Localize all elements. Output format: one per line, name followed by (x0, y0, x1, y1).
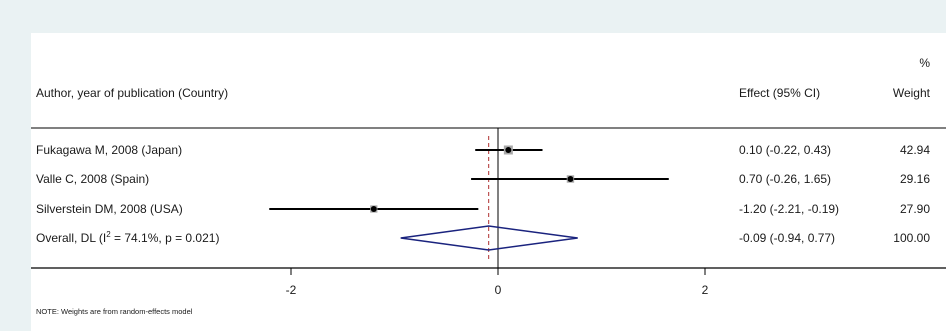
weight-text: 42.94 (900, 143, 930, 157)
study-row: Fukagawa M, 2008 (Japan) 0.10 (-0.22, 0.… (36, 143, 930, 157)
overall-label-prefix: Overall, DL (I (36, 231, 106, 245)
effect-text: -1.20 (-2.21, -0.19) (739, 202, 839, 216)
point-estimate (505, 147, 512, 153)
footnote: NOTE: Weights are from random-effects mo… (36, 307, 193, 316)
study-row: Silverstein DM, 2008 (USA) -1.20 (-2.21,… (36, 202, 930, 216)
study-label: Fukagawa M, 2008 (Japan) (36, 143, 182, 157)
header-weight-percent: % (919, 56, 930, 70)
overall-label: Overall, DL (I2 = 74.1%, p = 0.021) (36, 230, 219, 245)
x-axis-tick-label: 2 (702, 283, 709, 297)
point-estimate (567, 176, 574, 182)
effect-text: 0.10 (-0.22, 0.43) (739, 143, 831, 157)
study-label: Silverstein DM, 2008 (USA) (36, 202, 183, 216)
weight-text: 29.16 (900, 172, 930, 186)
effect-text: 0.70 (-0.26, 1.65) (739, 172, 831, 186)
overall-diamond (400, 225, 578, 251)
overall-label-superscript: 2 (106, 230, 111, 239)
point-estimate (370, 206, 377, 212)
x-axis-ticks: -2 0 2 (286, 268, 709, 297)
overall-label-suffix: = 74.1%, p = 0.021) (111, 231, 220, 245)
header-effect-column: Effect (95% CI) (739, 86, 820, 100)
overall-weight-text: 100.00 (893, 231, 930, 245)
x-axis-tick-label: 0 (495, 283, 502, 297)
overall-effect-text: -0.09 (-0.94, 0.77) (739, 231, 835, 245)
weight-text: 27.90 (900, 202, 930, 216)
overall-row: Overall, DL (I2 = 74.1%, p = 0.021) -0.0… (36, 225, 930, 251)
header-study-column: Author, year of publication (Country) (36, 86, 228, 100)
study-row: Valle C, 2008 (Spain) 0.70 (-0.26, 1.65)… (36, 172, 930, 186)
x-axis-tick-label: -2 (286, 283, 297, 297)
header-weight-column: Weight (893, 86, 931, 100)
study-label: Valle C, 2008 (Spain) (36, 172, 149, 186)
